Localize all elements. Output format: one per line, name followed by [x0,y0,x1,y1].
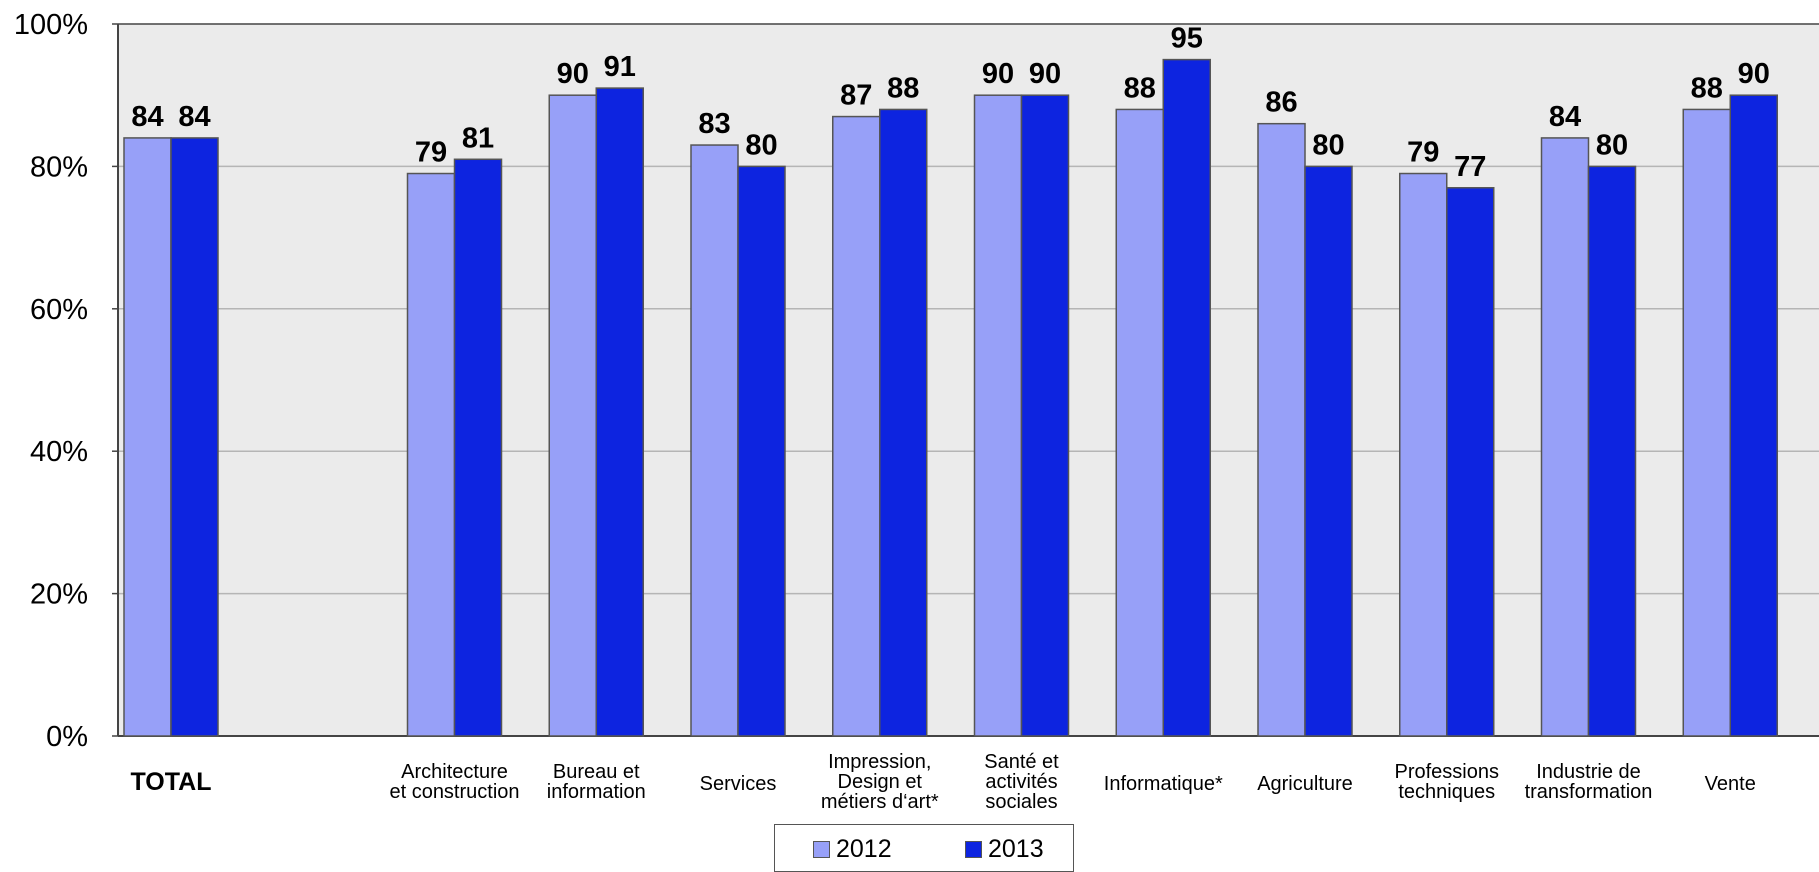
data-label-2013: 80 [1312,129,1344,161]
bar-2013 [1162,58,1211,737]
data-label-2013: 80 [1596,129,1628,161]
data-label-2012: 79 [1407,137,1439,169]
data-label-2012: 90 [557,58,589,90]
data-label-2012: 86 [1265,87,1297,119]
data-label-2012: 90 [982,58,1014,90]
legend-label-2013: 2013 [988,835,1044,863]
data-label-2012: 79 [415,137,447,169]
data-label-2013: 77 [1454,151,1486,183]
plot-area [118,24,1819,736]
data-label-2013: 80 [745,129,777,161]
x-tick-label: Professions techniques [1395,761,1500,803]
bar-2012 [1257,122,1306,737]
bar-2012 [1540,137,1590,737]
y-tick-label: 60% [30,294,88,326]
bar-2013 [453,158,503,737]
x-tick-label: Santé et activités sociales [984,751,1059,813]
bar-2013 [1587,165,1637,737]
bar-2013 [737,165,786,737]
data-label-2013: 81 [462,122,494,154]
data-label-2013: 90 [1029,58,1061,90]
data-label-2013: 95 [1171,23,1203,55]
x-tick-label: Architecture et construction [389,761,519,803]
x-tick-label: Agriculture [1257,773,1353,795]
legend-label-2012: 2012 [836,835,892,863]
bar-2013 [1446,187,1495,737]
x-tick-label: Vente [1705,773,1756,795]
legend: 2012 2013 [774,824,1074,872]
x-tick-label: Services [700,773,777,795]
bar-2013 [1020,94,1070,737]
bar-2012 [1399,172,1448,737]
bar-2012 [973,94,1023,737]
bar-2012 [548,94,597,737]
bar-2013 [595,87,644,737]
legend-item-2012: 2012 [813,835,892,864]
x-tick-label: Impression, Design et métiers d‘art* [821,751,939,813]
y-tick-label: 100% [14,9,88,41]
bar-2012 [1115,108,1164,737]
bar-2012 [690,144,739,737]
legend-item-2013: 2013 [965,835,1044,864]
bar-2012 [832,115,881,737]
data-label-2013: 91 [604,51,636,83]
y-tick-label: 0% [46,721,88,753]
bar-2012 [123,137,172,737]
data-label-2012: 83 [698,108,730,140]
bar-2013 [879,108,928,737]
data-label-2013: 84 [178,101,210,133]
data-label-2012: 88 [1124,72,1156,104]
y-tick-label: 40% [30,436,88,468]
legend-swatch-2012 [813,841,830,858]
legend-swatch-2013 [965,841,982,858]
bar-2013 [1729,94,1778,737]
x-tick-label: Industrie de transformation [1525,761,1653,803]
bar-2013 [170,137,219,737]
data-label-2013: 88 [887,72,919,104]
bar-2012 [406,172,456,737]
data-label-2012: 87 [840,80,872,112]
bar-2012 [1682,108,1731,737]
x-tick-label: TOTAL [130,768,211,796]
data-label-2013: 90 [1738,58,1770,90]
y-tick-label: 80% [30,151,88,183]
x-tick-label: Bureau et information [547,761,646,803]
y-tick-label: 20% [30,579,88,611]
bar-2013 [1304,165,1353,737]
x-tick-label: Informatique* [1104,773,1223,795]
data-label-2012: 84 [131,101,163,133]
data-label-2012: 84 [1549,101,1581,133]
data-label-2012: 88 [1691,72,1723,104]
